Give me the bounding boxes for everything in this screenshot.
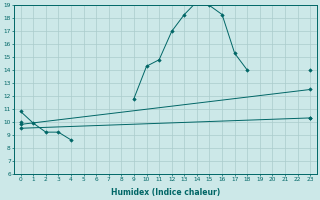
X-axis label: Humidex (Indice chaleur): Humidex (Indice chaleur) — [111, 188, 220, 197]
